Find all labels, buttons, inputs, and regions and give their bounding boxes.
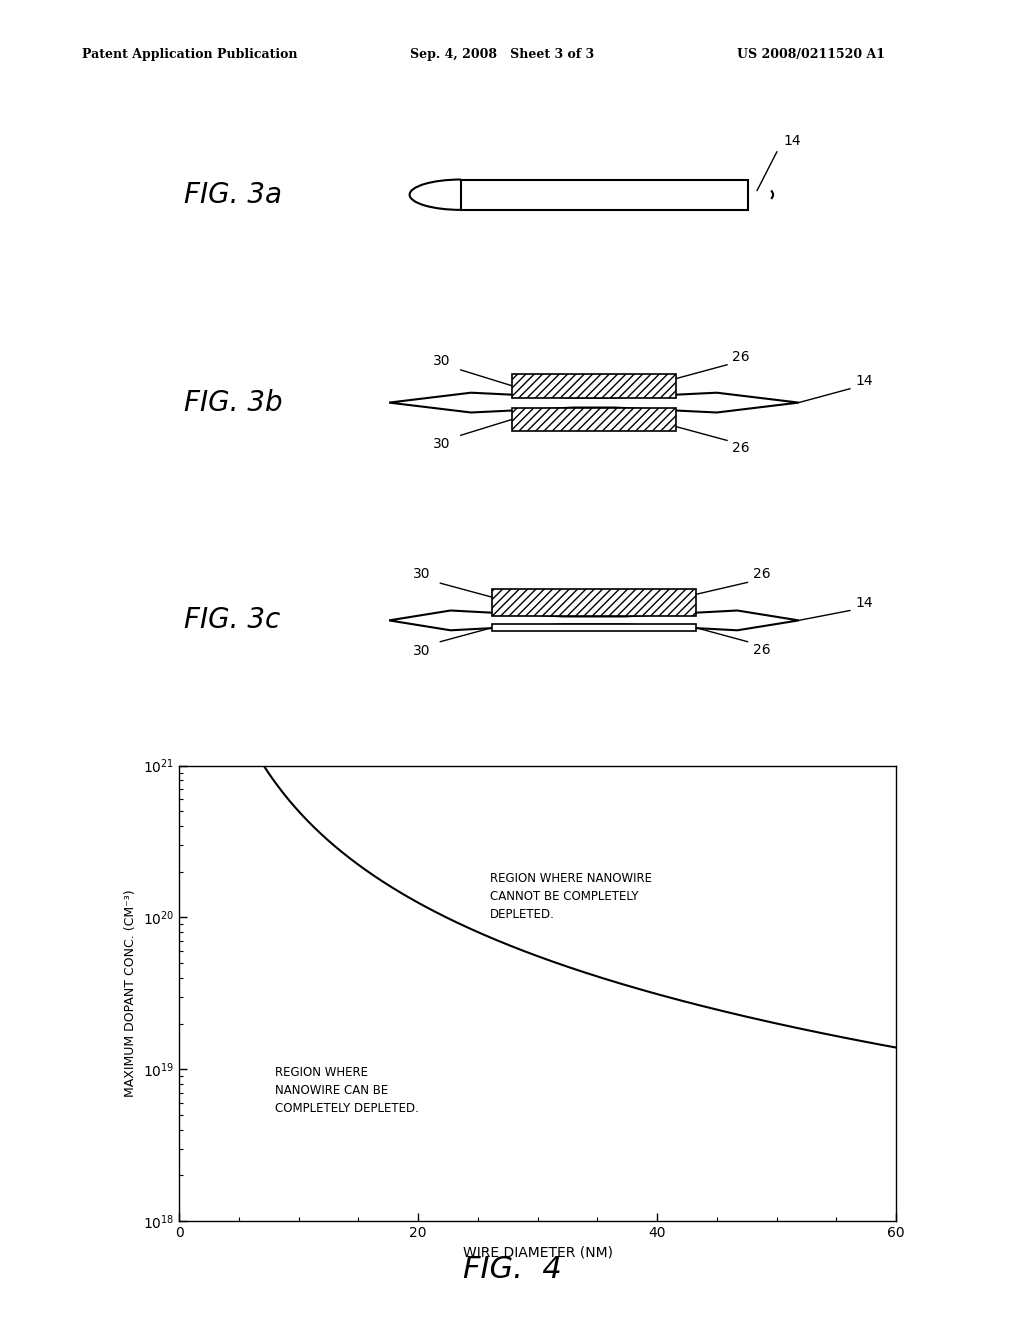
Text: 30: 30 [413,568,430,581]
X-axis label: WIRE DIAMETER (NM): WIRE DIAMETER (NM) [463,1245,612,1259]
Text: REGION WHERE NANOWIRE
CANNOT BE COMPLETELY
DEPLETED.: REGION WHERE NANOWIRE CANNOT BE COMPLETE… [489,871,652,921]
Text: 30: 30 [413,644,430,657]
Text: 26: 26 [753,643,770,656]
Bar [512,374,676,397]
Polygon shape [389,610,799,630]
Text: 14: 14 [855,374,872,388]
Text: 30: 30 [433,354,451,368]
Text: FIG. 3b: FIG. 3b [184,388,283,417]
Text: 30: 30 [433,437,451,451]
Polygon shape [389,393,799,412]
Text: Patent Application Publication: Patent Application Publication [82,48,297,61]
Text: 26: 26 [732,350,750,364]
Text: US 2008/0211520 A1: US 2008/0211520 A1 [737,48,886,61]
Bar [512,408,676,432]
Bar [492,624,696,631]
Text: 14: 14 [783,133,801,148]
Text: FIG. 3a: FIG. 3a [184,181,283,209]
Text: FIG. 3c: FIG. 3c [184,606,281,635]
Text: Sep. 4, 2008   Sheet 3 of 3: Sep. 4, 2008 Sheet 3 of 3 [410,48,594,61]
Text: REGION WHERE
NANOWIRE CAN BE
COMPLETELY DEPLETED.: REGION WHERE NANOWIRE CAN BE COMPLETELY … [274,1065,419,1115]
Text: 14: 14 [855,595,872,610]
Text: 26: 26 [753,568,770,581]
Bar [461,180,748,210]
Text: 26: 26 [732,441,750,455]
Text: FIG.  4: FIG. 4 [463,1255,561,1284]
Bar [492,589,696,616]
Y-axis label: MAXIMUM DOPANT CONC. (CM⁻³): MAXIMUM DOPANT CONC. (CM⁻³) [124,890,137,1097]
